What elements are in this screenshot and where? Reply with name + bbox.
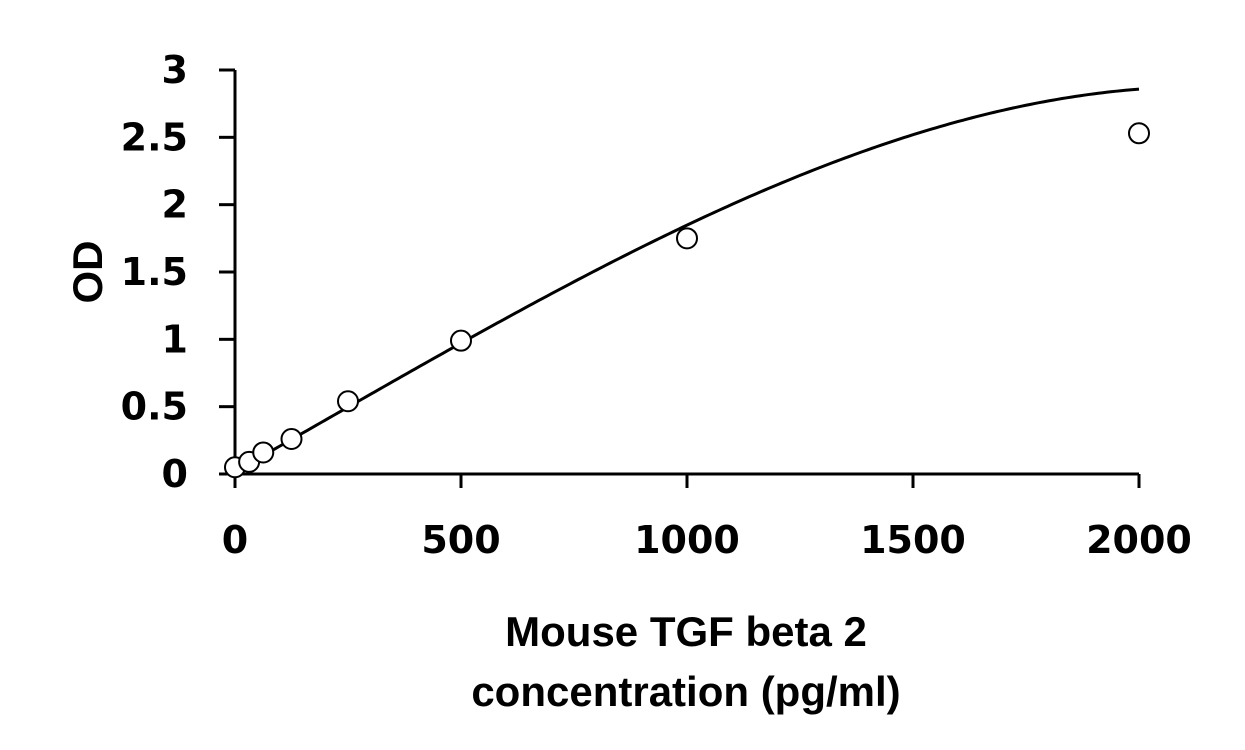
y-tick-label: 2.5 xyxy=(121,115,188,159)
y-tick-label: 0 xyxy=(162,452,188,496)
y-axis-title: OD xyxy=(64,241,111,304)
fit-curve xyxy=(234,87,1140,473)
x-axis-title-line-1: Mouse TGF beta 2 xyxy=(505,608,867,655)
data-point xyxy=(450,329,472,352)
x-tick-label: 1000 xyxy=(634,518,740,562)
y-tick-label: 1.5 xyxy=(121,250,188,294)
x-tick-label: 500 xyxy=(421,518,500,562)
data-point xyxy=(280,427,303,450)
data-point xyxy=(252,441,275,464)
y-tick-label: 1 xyxy=(162,317,188,361)
data-point xyxy=(676,227,698,250)
plot-area xyxy=(219,68,1150,488)
x-tick-label: 0 xyxy=(222,518,248,562)
x-tick-labels: 0 500 1000 1500 2000 xyxy=(222,518,1192,562)
x-axis-title-line-2: concentration (pg/ml) xyxy=(471,668,900,715)
y-tick-label: 3 xyxy=(162,48,188,92)
y-tick-labels: 0 0.5 1 1.5 2 2.5 3 xyxy=(121,48,188,496)
x-tick-label: 2000 xyxy=(1086,518,1192,562)
y-tick-label: 0.5 xyxy=(121,385,188,429)
y-tick-label: 2 xyxy=(162,183,188,227)
x-tick-label: 1500 xyxy=(860,518,966,562)
data-point xyxy=(337,390,359,413)
data-point xyxy=(1128,122,1150,145)
